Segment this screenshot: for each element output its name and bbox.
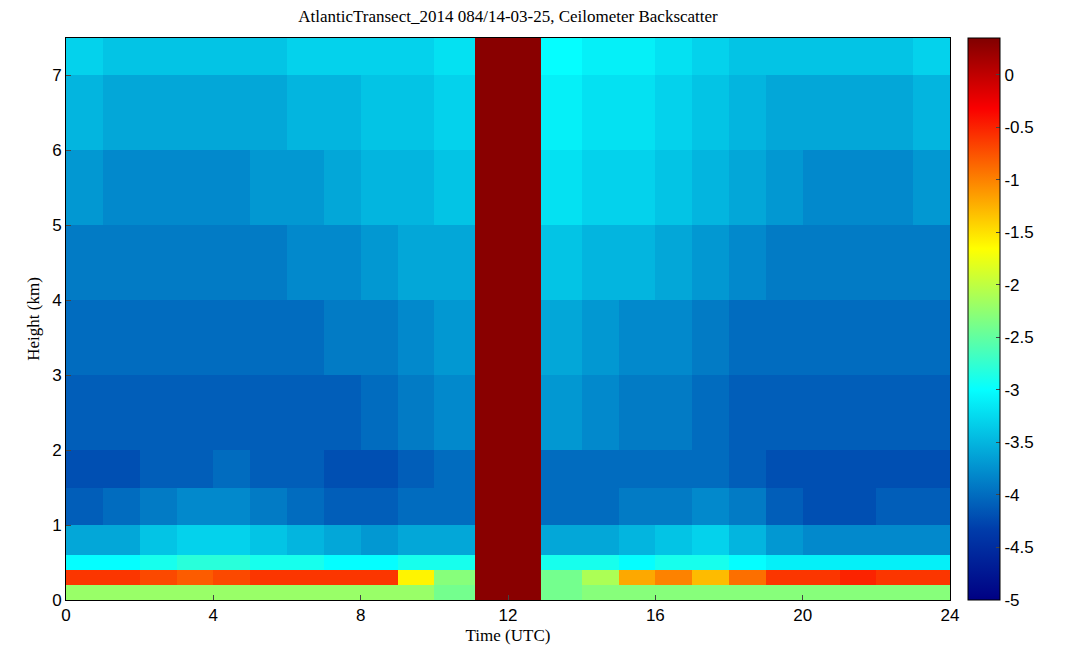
svg-text:Time (UTC): Time (UTC) <box>466 626 551 645</box>
svg-text:-3: -3 <box>1004 381 1019 400</box>
svg-text:0: 0 <box>1004 66 1013 85</box>
svg-text:5: 5 <box>52 216 61 235</box>
svg-text:-2.5: -2.5 <box>1004 328 1033 347</box>
svg-text:1: 1 <box>52 516 61 535</box>
svg-text:24: 24 <box>941 606 960 625</box>
svg-text:12: 12 <box>499 606 518 625</box>
svg-text:6: 6 <box>52 141 61 160</box>
svg-text:AtlanticTransect_2014 084/14-0: AtlanticTransect_2014 084/14-03-25, Ceil… <box>298 7 718 26</box>
svg-text:-0.5: -0.5 <box>1004 118 1033 137</box>
svg-text:7: 7 <box>52 66 61 85</box>
svg-text:8: 8 <box>356 606 365 625</box>
svg-text:Height (km): Height (km) <box>24 277 43 361</box>
svg-text:-3.5: -3.5 <box>1004 433 1033 452</box>
svg-text:-1: -1 <box>1004 171 1019 190</box>
svg-text:-5: -5 <box>1004 591 1019 610</box>
svg-text:-4.5: -4.5 <box>1004 538 1033 557</box>
svg-text:0: 0 <box>52 591 61 610</box>
svg-text:4: 4 <box>52 291 61 310</box>
svg-text:-4: -4 <box>1004 486 1019 505</box>
svg-text:20: 20 <box>793 606 812 625</box>
svg-text:-2: -2 <box>1004 276 1019 295</box>
svg-text:0: 0 <box>61 606 70 625</box>
svg-text:-1.5: -1.5 <box>1004 223 1033 242</box>
svg-text:16: 16 <box>646 606 665 625</box>
svg-text:4: 4 <box>209 606 218 625</box>
svg-text:2: 2 <box>52 441 61 460</box>
svg-text:3: 3 <box>52 366 61 385</box>
